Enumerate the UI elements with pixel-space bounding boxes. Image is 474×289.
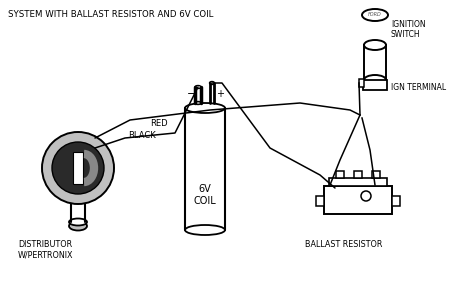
Ellipse shape	[185, 103, 225, 113]
Ellipse shape	[364, 40, 386, 50]
Ellipse shape	[364, 75, 386, 85]
Ellipse shape	[69, 218, 87, 225]
Ellipse shape	[69, 221, 87, 231]
Text: RED: RED	[150, 119, 168, 128]
Text: BALLAST RESISTOR: BALLAST RESISTOR	[305, 240, 383, 249]
Bar	[73, 152, 83, 184]
Text: BLACK: BLACK	[128, 131, 156, 140]
Bar	[359, 79, 364, 87]
Ellipse shape	[210, 81, 215, 84]
Bar	[392, 196, 400, 206]
Bar	[316, 196, 324, 206]
Circle shape	[42, 132, 114, 204]
Text: +: +	[216, 89, 224, 99]
Bar	[336, 171, 344, 178]
Ellipse shape	[362, 9, 388, 21]
Bar	[363, 80, 387, 90]
Bar	[329, 178, 387, 186]
Bar	[364, 45, 386, 80]
Text: DISTRIBUTOR
W/PERTRONIX: DISTRIBUTOR W/PERTRONIX	[18, 240, 73, 260]
Ellipse shape	[195, 101, 201, 105]
Text: IGN TERMINAL: IGN TERMINAL	[391, 84, 446, 92]
Circle shape	[52, 142, 104, 194]
Text: FORD: FORD	[368, 12, 382, 18]
Ellipse shape	[195, 86, 201, 88]
Ellipse shape	[185, 225, 225, 235]
Text: IGNITION
SWITCH: IGNITION SWITCH	[391, 20, 426, 39]
Bar	[372, 171, 380, 178]
Bar	[354, 171, 362, 178]
Text: 6V
COIL: 6V COIL	[193, 184, 216, 206]
Text: −: −	[187, 89, 196, 99]
Bar	[324, 186, 392, 214]
Text: SYSTEM WITH BALLAST RESISTOR AND 6V COIL: SYSTEM WITH BALLAST RESISTOR AND 6V COIL	[8, 10, 213, 19]
